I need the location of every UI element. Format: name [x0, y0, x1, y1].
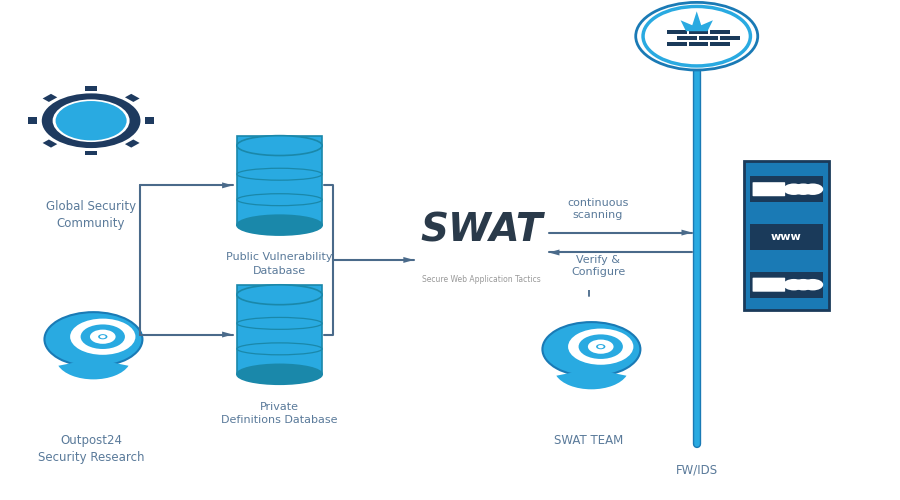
Circle shape — [44, 312, 142, 366]
Bar — [667, 30, 687, 34]
Wedge shape — [548, 348, 562, 361]
Polygon shape — [222, 182, 233, 188]
Circle shape — [568, 328, 634, 365]
Circle shape — [543, 322, 641, 376]
Circle shape — [56, 101, 127, 140]
Polygon shape — [403, 257, 414, 263]
Bar — [698, 36, 718, 40]
Text: SWAT TEAM: SWAT TEAM — [554, 434, 624, 447]
Bar — [688, 42, 708, 46]
Wedge shape — [72, 120, 75, 121]
Bar — [145, 118, 154, 124]
Bar — [237, 285, 322, 374]
FancyBboxPatch shape — [752, 278, 785, 291]
Circle shape — [98, 334, 107, 340]
Ellipse shape — [237, 215, 322, 235]
Circle shape — [793, 279, 814, 290]
Ellipse shape — [237, 285, 322, 304]
Wedge shape — [556, 368, 626, 390]
Bar — [667, 42, 687, 46]
Circle shape — [643, 6, 751, 66]
FancyBboxPatch shape — [750, 176, 824, 203]
Circle shape — [803, 279, 824, 290]
FancyBboxPatch shape — [750, 272, 824, 297]
Wedge shape — [58, 358, 129, 380]
Circle shape — [41, 94, 140, 148]
Text: www: www — [771, 232, 802, 242]
Bar — [42, 94, 58, 102]
Bar — [42, 140, 58, 147]
Polygon shape — [549, 250, 560, 256]
Polygon shape — [680, 12, 713, 31]
Text: continuous
scanning: continuous scanning — [567, 198, 629, 220]
Text: FW/IDS: FW/IDS — [676, 464, 718, 477]
Text: Outpost24
Security Research: Outpost24 Security Research — [38, 434, 144, 464]
Bar — [710, 42, 730, 46]
Polygon shape — [222, 332, 233, 338]
Bar — [29, 118, 37, 124]
Circle shape — [596, 344, 606, 349]
Polygon shape — [82, 362, 105, 377]
Text: Secure Web Application Tactics: Secure Web Application Tactics — [422, 276, 541, 284]
Polygon shape — [580, 372, 603, 386]
FancyBboxPatch shape — [743, 160, 829, 310]
Circle shape — [793, 184, 814, 195]
Bar — [677, 36, 697, 40]
Circle shape — [803, 184, 824, 195]
Bar — [237, 136, 322, 225]
Circle shape — [635, 2, 758, 70]
Circle shape — [783, 184, 805, 195]
Bar — [86, 86, 97, 91]
Bar — [720, 36, 740, 40]
Wedge shape — [107, 120, 110, 121]
Circle shape — [52, 100, 130, 142]
Polygon shape — [681, 230, 692, 235]
Circle shape — [81, 324, 125, 349]
Circle shape — [70, 318, 135, 355]
Circle shape — [100, 335, 105, 338]
Ellipse shape — [237, 364, 322, 384]
Text: SWAT: SWAT — [420, 211, 543, 249]
Bar — [688, 30, 708, 34]
Circle shape — [579, 334, 623, 359]
Text: Private
Definitions Database: Private Definitions Database — [221, 402, 338, 425]
Wedge shape — [50, 338, 64, 351]
Circle shape — [82, 109, 101, 120]
Wedge shape — [76, 115, 105, 122]
Text: Verify &
Configure: Verify & Configure — [571, 255, 626, 278]
Circle shape — [783, 279, 805, 290]
Bar — [125, 94, 140, 102]
Circle shape — [598, 345, 604, 348]
FancyBboxPatch shape — [750, 224, 824, 250]
Bar — [125, 140, 140, 147]
Ellipse shape — [237, 136, 322, 156]
Circle shape — [90, 330, 115, 344]
FancyBboxPatch shape — [752, 182, 785, 196]
Text: Public Vulnerability
Database: Public Vulnerability Database — [226, 252, 333, 276]
Text: Global Security
Community: Global Security Community — [46, 200, 136, 230]
Circle shape — [588, 340, 614, 354]
Bar — [710, 30, 730, 34]
Bar — [86, 150, 97, 156]
